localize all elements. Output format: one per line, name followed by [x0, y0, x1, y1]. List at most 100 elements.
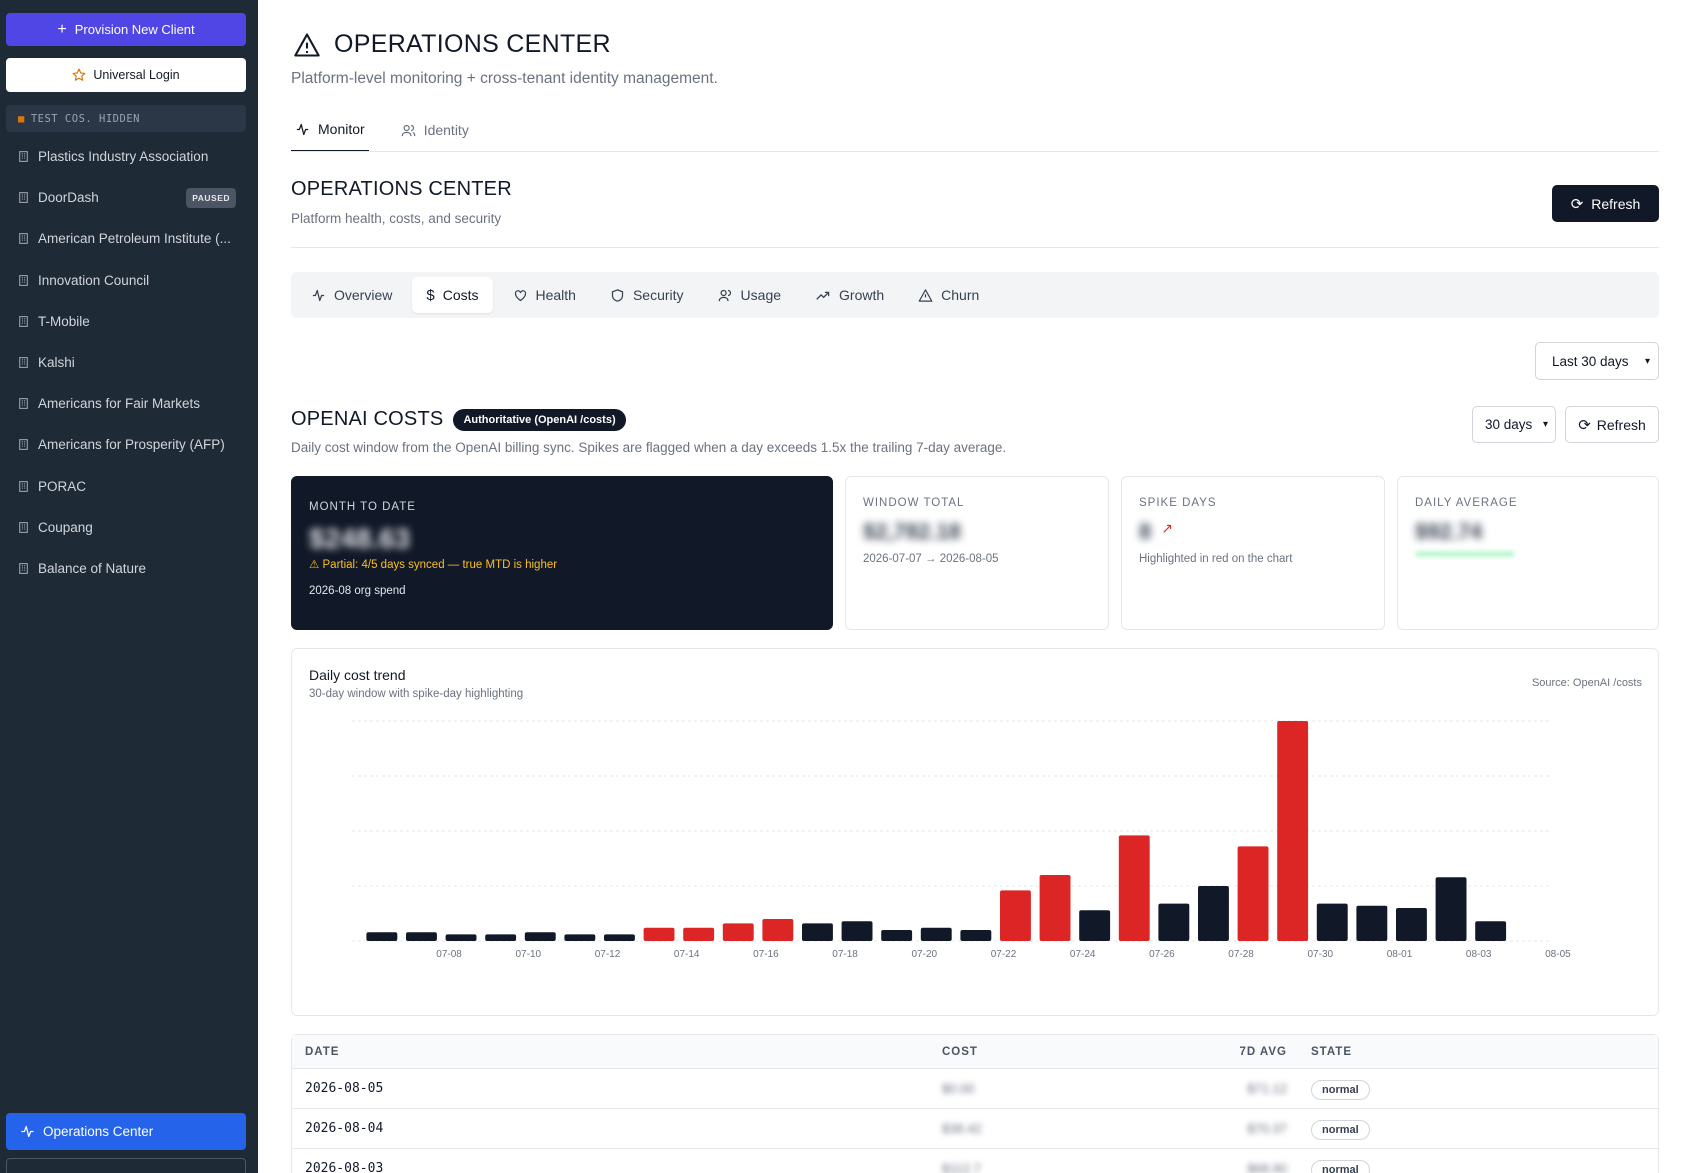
- sidebar-client-item[interactable]: Kalshi: [0, 342, 258, 383]
- date-range-value: Last 30 days: [1552, 353, 1629, 369]
- chart-bar[interactable]: [1198, 886, 1229, 941]
- chart-bar-spike[interactable]: [1039, 875, 1071, 941]
- header-cost: COST: [942, 1045, 978, 1058]
- chart-x-tick-label: 07-24: [1070, 949, 1096, 960]
- row-cost: $38.42: [942, 1121, 982, 1136]
- chart-bar-spike[interactable]: [643, 927, 675, 941]
- chart-bar-spike[interactable]: [722, 923, 754, 941]
- sidebar-next-button[interactable]: [6, 1158, 246, 1173]
- client-name: Americans for Fair Markets: [38, 396, 201, 412]
- star-icon: [72, 68, 86, 81]
- chart-bar[interactable]: [406, 932, 437, 941]
- client-name: Balance of Nature: [38, 560, 147, 576]
- tab-monitor[interactable]: Monitor: [291, 108, 369, 152]
- chart-bar[interactable]: [445, 934, 477, 941]
- chart-x-tick-label: 07-14: [674, 949, 700, 960]
- universal-login-label: Universal Login: [93, 68, 180, 82]
- chart-bar-spike[interactable]: [1237, 846, 1269, 941]
- openai-costs-header: OPENAI COSTS Authoritative (OpenAI /cost…: [291, 408, 626, 431]
- header-state: STATE: [1311, 1045, 1352, 1058]
- tab-monitor-label: Monitor: [318, 121, 365, 137]
- chart-bar-spike[interactable]: [762, 919, 794, 941]
- chart-bar[interactable]: [366, 932, 398, 941]
- mtd-label: MONTH TO DATE: [309, 501, 416, 513]
- chart-x-tick-label: 07-12: [595, 949, 621, 960]
- subtab-churn[interactable]: Churn: [904, 277, 993, 313]
- universal-login-button[interactable]: Universal Login: [6, 58, 246, 92]
- tab-identity[interactable]: Identity: [401, 108, 469, 152]
- chart-bar[interactable]: [802, 923, 833, 941]
- subtab-costs[interactable]: $ Costs: [412, 277, 493, 313]
- chart-bar[interactable]: [564, 934, 596, 941]
- chart-bar[interactable]: [881, 930, 913, 941]
- sidebar-client-item[interactable]: Americans for Fair Markets: [0, 383, 258, 424]
- sidebar-client-item[interactable]: Americans for Prosperity (AFP): [0, 424, 258, 465]
- sidebar-client-item[interactable]: Plastics Industry Association: [0, 136, 258, 177]
- sidebar-client-item[interactable]: PORAC: [0, 466, 258, 507]
- sidebar-client-item[interactable]: DoorDash PAUSED: [0, 177, 258, 218]
- page-title: OPERATIONS CENTER: [292, 30, 611, 59]
- chart-x-tick-label: 07-26: [1149, 949, 1175, 960]
- state-pill: normal: [1311, 1080, 1370, 1100]
- chart-bar[interactable]: [841, 921, 873, 941]
- hidden-test-companies-toggle[interactable]: ■ TEST COS. HIDDEN: [6, 105, 246, 132]
- window-meta: 2026-07-07 → 2026-08-05: [863, 553, 999, 565]
- chart-x-tick-label: 08-03: [1466, 949, 1492, 960]
- subtab-overview[interactable]: Overview: [297, 277, 406, 313]
- chart-title: Daily cost trend: [309, 667, 406, 683]
- chart-bar[interactable]: [1158, 903, 1190, 941]
- subtab-usage[interactable]: Usage: [704, 277, 795, 313]
- dollar-icon: $: [426, 286, 435, 304]
- row-date: 2026-08-03: [305, 1161, 384, 1173]
- chart-bar[interactable]: [1356, 905, 1388, 941]
- sidebar-client-item[interactable]: American Petroleum Institute (...: [0, 218, 258, 259]
- sidebar-client-item[interactable]: Coupang: [0, 507, 258, 548]
- chart-bar-spike[interactable]: [683, 927, 715, 941]
- chart-bar[interactable]: [604, 934, 635, 941]
- subtab-health[interactable]: Health: [499, 277, 590, 313]
- building-icon: [19, 398, 28, 410]
- building-icon: [19, 274, 28, 286]
- building-icon: [19, 315, 28, 327]
- sidebar-client-item[interactable]: T-Mobile: [0, 301, 258, 342]
- alert-triangle-icon: [918, 288, 933, 302]
- building-icon: [19, 480, 28, 492]
- provision-new-client-button[interactable]: + Provision New Client: [6, 13, 246, 46]
- refresh-icon: ⟳: [1578, 416, 1591, 434]
- refresh-button[interactable]: ⟳ Refresh: [1552, 185, 1659, 222]
- chart-bar[interactable]: [524, 932, 556, 941]
- subtab-security[interactable]: Security: [596, 277, 698, 313]
- chart-bar[interactable]: [1475, 921, 1507, 941]
- chart-bar[interactable]: [1396, 908, 1427, 941]
- lock-icon: ■: [18, 112, 25, 125]
- chart-x-tick-label: 07-16: [753, 949, 779, 960]
- subtab-growth[interactable]: Growth: [801, 277, 898, 313]
- days-select[interactable]: 30 days ▾: [1472, 406, 1556, 443]
- chart-x-tick-label: 07-18: [832, 949, 858, 960]
- chart-bar[interactable]: [1316, 903, 1348, 941]
- sidebar-client-item[interactable]: Balance of Nature: [0, 548, 258, 589]
- row-cost: $0.00: [942, 1081, 975, 1096]
- building-icon: [19, 192, 28, 204]
- chart-bar-spike[interactable]: [1277, 721, 1309, 941]
- chart-x-tick-label: 08-01: [1387, 949, 1413, 960]
- chart-bar[interactable]: [960, 930, 992, 941]
- chart-bar[interactable]: [1079, 910, 1111, 941]
- activity-icon: [296, 123, 309, 135]
- operations-center-nav[interactable]: Operations Center: [6, 1113, 246, 1150]
- chart-bar[interactable]: [920, 927, 952, 941]
- openai-refresh-button[interactable]: ⟳ Refresh: [1565, 406, 1659, 443]
- subtab-security-label: Security: [632, 287, 684, 303]
- window-total-card: WINDOW TOTAL $2,782.18 2026-07-07 → 2026…: [845, 476, 1109, 630]
- chart-bar-spike[interactable]: [1000, 890, 1031, 941]
- chart-bar-spike[interactable]: [1118, 835, 1150, 941]
- client-name: Plastics Industry Association: [38, 149, 209, 165]
- chart-bar[interactable]: [485, 934, 517, 941]
- sidebar-client-item[interactable]: Innovation Council: [0, 260, 258, 301]
- openai-refresh-label: Refresh: [1596, 416, 1646, 433]
- building-icon: [19, 357, 28, 368]
- avg-value: $92.74: [1415, 519, 1483, 544]
- chart-bar[interactable]: [1435, 877, 1467, 941]
- date-range-select[interactable]: Last 30 days ▾: [1535, 342, 1659, 380]
- chart-x-tick-label: 07-20: [912, 949, 938, 960]
